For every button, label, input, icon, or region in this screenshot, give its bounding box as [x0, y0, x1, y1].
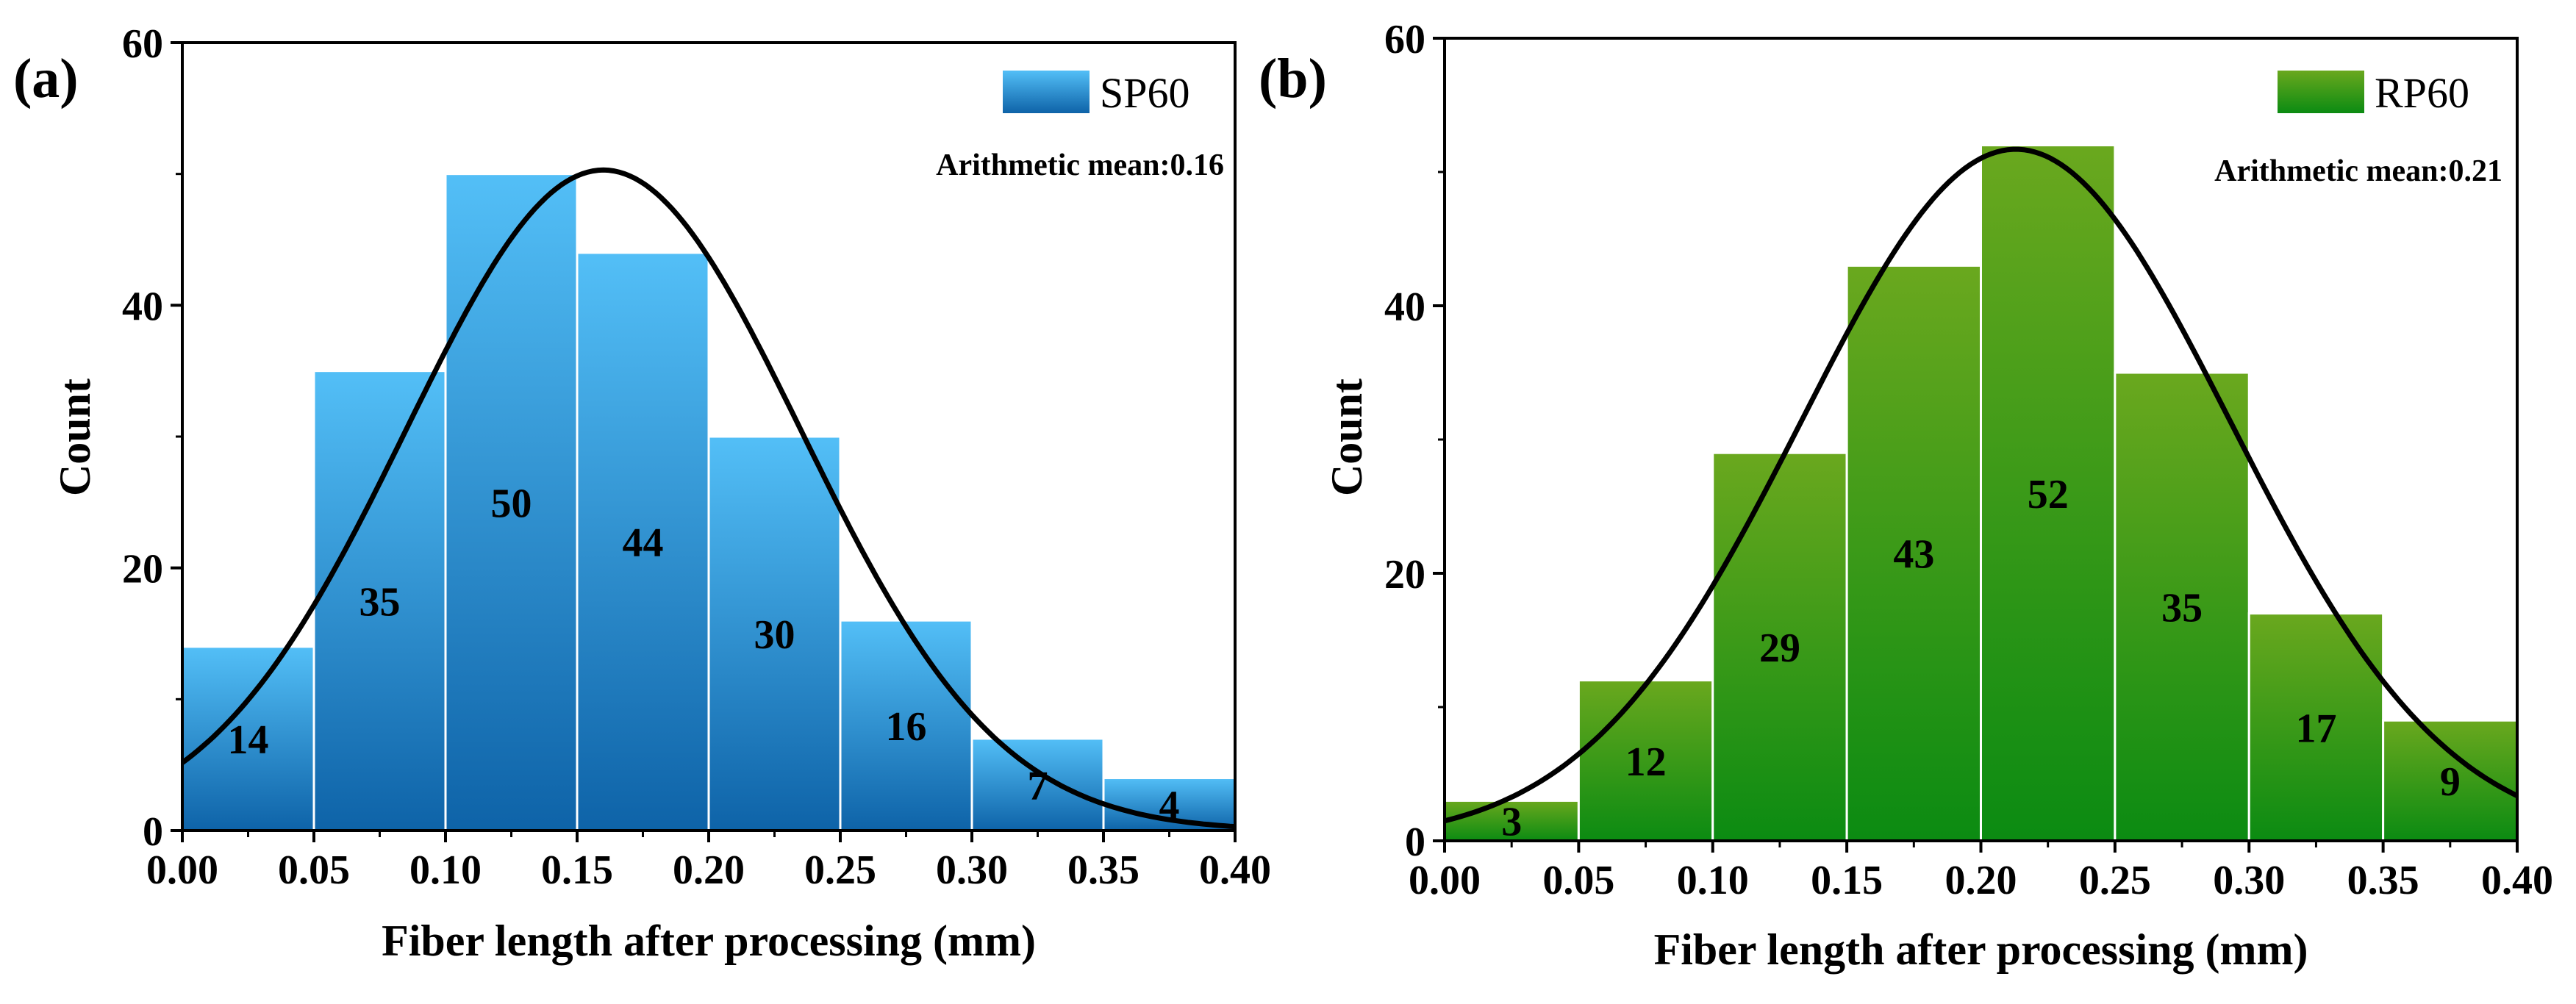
bar-value-label: 52 [2028, 472, 2069, 517]
x-tick-label: 0.15 [541, 847, 613, 893]
x-tick-label: 0.35 [2347, 858, 2419, 903]
bar-value-label: 44 [623, 520, 664, 566]
x-tick-label: 0.35 [1067, 847, 1139, 893]
legend-label: SP60 [1100, 69, 1190, 117]
bar-value-label: 17 [2295, 706, 2336, 751]
histogram-bar [1711, 451, 1848, 842]
bar-value-label: 3 [1501, 800, 1522, 845]
x-tick-label: 0.10 [1677, 858, 1749, 903]
histogram-bar [707, 435, 842, 832]
histogram-bar [181, 645, 315, 832]
y-tick-label: 60 [1384, 17, 1425, 62]
x-tick-label: 0.30 [936, 847, 1008, 893]
bar-value-label: 9 [2440, 759, 2461, 805]
x-tick-label: 0.10 [409, 847, 482, 893]
x-tick-label: 0.30 [2213, 858, 2285, 903]
mean-annotation: Arithmetic mean:0.21 [2214, 154, 2502, 188]
x-tick-label: 0.15 [1811, 858, 1883, 903]
bar-value-label: 43 [1893, 532, 1934, 578]
bar-value-label: 30 [754, 612, 795, 658]
y-axis-title: Count [1323, 379, 1371, 496]
y-tick-label: 40 [1384, 284, 1425, 330]
legend-swatch [2278, 71, 2364, 113]
x-tick-label: 0.05 [1542, 858, 1614, 903]
bar-value-label: 16 [886, 704, 927, 750]
histogram-panel-b: 3 12 29 43 52 35 17 9 0.00 0.05 0.10 0.15 0.20 0.25 0.… [1259, 17, 2553, 974]
legend-swatch [1003, 71, 1090, 113]
bar-value-label: 14 [228, 717, 269, 763]
bar-value-label: 35 [359, 579, 401, 625]
mean-annotation: Arithmetic mean:0.16 [936, 148, 1224, 182]
bar-value-label: 29 [1759, 625, 1800, 671]
x-tick-label: 0.20 [673, 847, 745, 893]
y-tick-label: 20 [1384, 552, 1425, 598]
bar-value-label: 35 [2161, 586, 2203, 631]
histogram-bar [576, 251, 710, 832]
histogram-bar [839, 619, 973, 832]
x-axis-title: Fiber length after processing (mm) [382, 917, 1036, 965]
histogram-bar [2114, 371, 2250, 842]
x-tick-label: 0.25 [804, 847, 876, 893]
x-tick-label: 0.25 [2079, 858, 2151, 903]
panel-label: (b) [1259, 48, 1327, 110]
y-tick-label: 20 [122, 547, 163, 592]
y-tick-label: 0 [1405, 820, 1425, 865]
legend-label: RP60 [2375, 69, 2469, 117]
x-axis-title: Fiber length after processing (mm) [1654, 925, 2308, 974]
x-tick-label: 0.00 [146, 847, 218, 893]
x-tick-label: 0.05 [278, 847, 350, 893]
histogram-bar [312, 370, 447, 832]
histogram-bar [444, 173, 579, 832]
panel-label: (a) [13, 48, 79, 110]
histogram-bar [1845, 264, 1982, 842]
x-tick-label: 0.20 [1945, 858, 2017, 903]
normal-fit-curve [1444, 146, 2519, 824]
histogram-bar [1443, 799, 1580, 842]
y-tick-label: 60 [122, 21, 163, 67]
bar-value-label: 12 [1625, 739, 1667, 785]
x-tick-label: 0.40 [2481, 858, 2553, 903]
bar-value-label: 50 [491, 481, 532, 526]
histogram-bar [1980, 144, 2117, 842]
x-tick-label: 0.00 [1409, 858, 1481, 903]
y-axis-title: Count [51, 379, 99, 496]
y-tick-label: 0 [143, 809, 163, 855]
histogram-bar [1577, 679, 1714, 842]
normal-fit-curve [180, 167, 1236, 830]
x-tick-label: 0.40 [1199, 847, 1271, 893]
y-tick-label: 40 [122, 284, 163, 329]
